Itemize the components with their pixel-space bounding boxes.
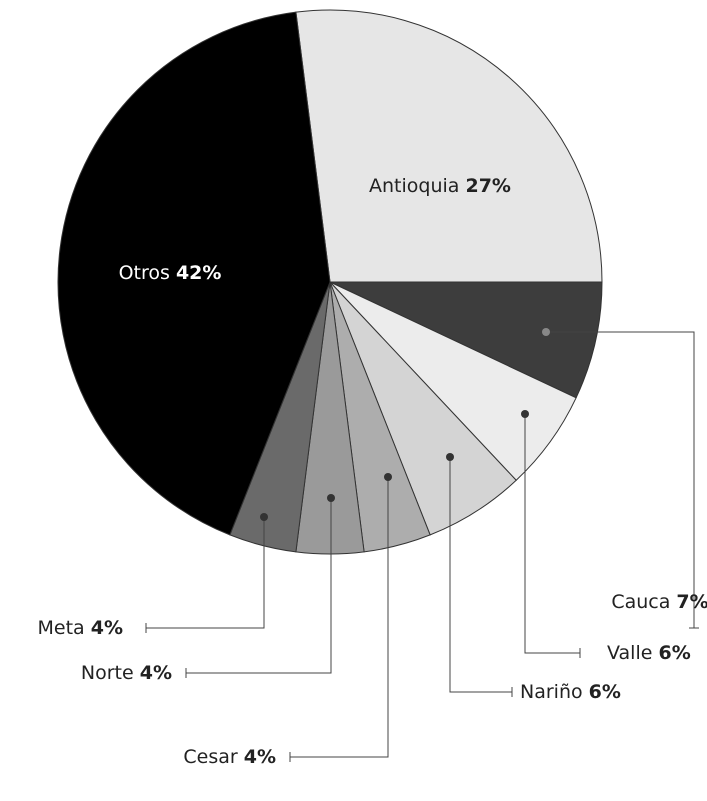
category-name: Nariño	[520, 681, 583, 703]
slice-label: Cauca 7%	[611, 591, 707, 613]
category-name: Valle	[607, 642, 652, 664]
category-name: Meta	[38, 617, 85, 639]
pie-slice	[295, 9, 603, 283]
percent-label: 6%	[658, 642, 690, 664]
pie	[57, 9, 603, 555]
pie-slice	[57, 11, 331, 536]
leader-dot	[260, 513, 268, 521]
slice-label: Antioquia 27%	[369, 175, 511, 197]
leader-line	[186, 498, 332, 674]
percent-label: 6%	[589, 681, 621, 703]
category-name: Cesar	[183, 746, 237, 768]
category-name: Antioquia	[369, 175, 459, 197]
leader-dot	[542, 328, 550, 336]
percent-label: 4%	[140, 662, 172, 684]
leader-dot	[327, 494, 335, 502]
category-name: Norte	[81, 662, 134, 684]
pie-slice	[329, 281, 603, 399]
slice-label: Nariño 6%	[520, 681, 621, 703]
leader-line	[546, 331, 695, 628]
category-name: Cauca	[611, 591, 670, 613]
leader-line	[290, 477, 389, 758]
slice-label: Meta 4%	[38, 617, 124, 639]
slice-label: Norte 4%	[81, 662, 172, 684]
percent-label: 4%	[91, 617, 123, 639]
percent-label: 7%	[676, 591, 707, 613]
percent-label: 42%	[176, 262, 221, 284]
leader-dot	[446, 453, 454, 461]
slice-label: Cesar 4%	[183, 746, 276, 768]
leader-line	[146, 517, 265, 629]
percent-label: 27%	[465, 175, 510, 197]
leader-line	[524, 414, 580, 654]
slice-label: Valle 6%	[607, 642, 691, 664]
slice-label: Otros 42%	[119, 262, 222, 284]
category-name: Otros	[119, 262, 170, 284]
percent-label: 4%	[244, 746, 276, 768]
leader-line	[449, 457, 512, 693]
leader-dot	[521, 410, 529, 418]
leader-dot	[384, 473, 392, 481]
